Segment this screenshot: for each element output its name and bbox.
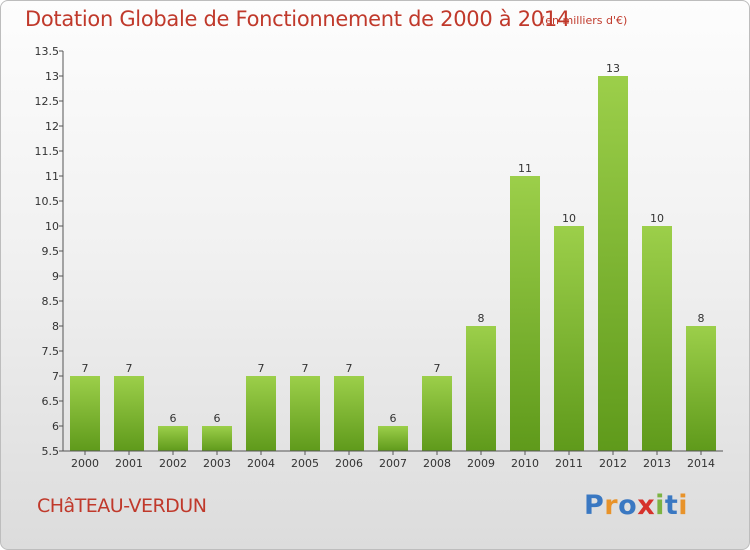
x-tick-label: 2010 [511, 457, 539, 470]
y-tick-label: 12 [45, 120, 59, 133]
bar-value-label: 10 [650, 212, 664, 225]
bar-value-label: 10 [562, 212, 576, 225]
logo-letter: i [655, 490, 665, 521]
bar [466, 326, 496, 451]
logo-letter: x [637, 490, 656, 521]
y-tick-label: 8.5 [42, 295, 60, 308]
x-tick-label: 2000 [71, 457, 99, 470]
x-tick-label: 2004 [247, 457, 275, 470]
bar [334, 376, 364, 451]
y-tick-label: 7.5 [42, 345, 60, 358]
bar-value-label: 7 [434, 362, 441, 375]
y-tick-label: 6.5 [42, 395, 60, 408]
bars-group: 7 7 6 6 7 7 7 6 7 8 11 10 13 10 8 [70, 62, 716, 451]
x-tick-label: 2014 [687, 457, 715, 470]
y-tick-label: 7 [52, 370, 59, 383]
y-tick-label: 13 [45, 70, 59, 83]
bar-value-label: 8 [478, 312, 485, 325]
bar [290, 376, 320, 451]
x-tick-label: 2013 [643, 457, 671, 470]
x-tick-label: 2011 [555, 457, 583, 470]
bar [686, 326, 716, 451]
bar [554, 226, 584, 451]
y-tick-label: 10 [45, 220, 59, 233]
y-tick-label: 9.5 [42, 245, 60, 258]
bar-value-label: 7 [302, 362, 309, 375]
bar-value-label: 7 [126, 362, 133, 375]
bar-value-label: 7 [82, 362, 89, 375]
bar-value-label: 8 [698, 312, 705, 325]
x-tick-label: 2002 [159, 457, 187, 470]
y-tick-label: 5.5 [42, 445, 60, 458]
x-tick-label: 2009 [467, 457, 495, 470]
logo-letter: r [604, 490, 619, 521]
bar [158, 426, 188, 451]
logo-letter: P [584, 490, 605, 521]
bar-value-label: 6 [170, 412, 177, 425]
bar-value-label: 13 [606, 62, 620, 75]
logo-letter: t [664, 490, 679, 521]
chart-subtitle: (en milliers d'€) [541, 14, 628, 27]
commune-name: CHâTEAU-VERDUN [37, 495, 207, 517]
bar-value-label: 6 [214, 412, 221, 425]
x-tick-label: 2008 [423, 457, 451, 470]
bar [598, 76, 628, 451]
y-tick-label: 13.5 [35, 45, 60, 58]
bar [246, 376, 276, 451]
bar [510, 176, 540, 451]
bar [642, 226, 672, 451]
proxiti-logo: Proxiti [584, 490, 688, 521]
y-tick-label: 8 [52, 320, 59, 333]
logo-letter: o [618, 490, 638, 521]
axes-group: 5.5 6 6.5 7 7.5 8 8.5 9 9.5 10 10.5 11 11.5 12 12.5 13 1… [35, 45, 723, 470]
x-tick-label: 2007 [379, 457, 407, 470]
x-tick-label: 2006 [335, 457, 363, 470]
y-tick-label: 6 [52, 420, 59, 433]
x-tick-label: 2001 [115, 457, 143, 470]
bar [422, 376, 452, 451]
bar-value-label: 11 [518, 162, 532, 175]
bar [114, 376, 144, 451]
bar [378, 426, 408, 451]
x-tick-label: 2012 [599, 457, 627, 470]
bar-value-label: 7 [258, 362, 265, 375]
y-tick-label: 12.5 [35, 95, 60, 108]
y-tick-label: 11.5 [35, 145, 60, 158]
bar-value-label: 7 [346, 362, 353, 375]
y-tick-label: 10.5 [35, 195, 60, 208]
bar [202, 426, 232, 451]
bar [70, 376, 100, 451]
y-tick-label: 11 [45, 170, 59, 183]
x-tick-label: 2005 [291, 457, 319, 470]
bar-value-label: 6 [390, 412, 397, 425]
logo-letter: i [678, 490, 689, 521]
chart-title: Dotation Globale de Fonctionnement de 20… [25, 7, 570, 31]
x-tick-label: 2003 [203, 457, 231, 470]
y-tick-label: 9 [52, 270, 59, 283]
